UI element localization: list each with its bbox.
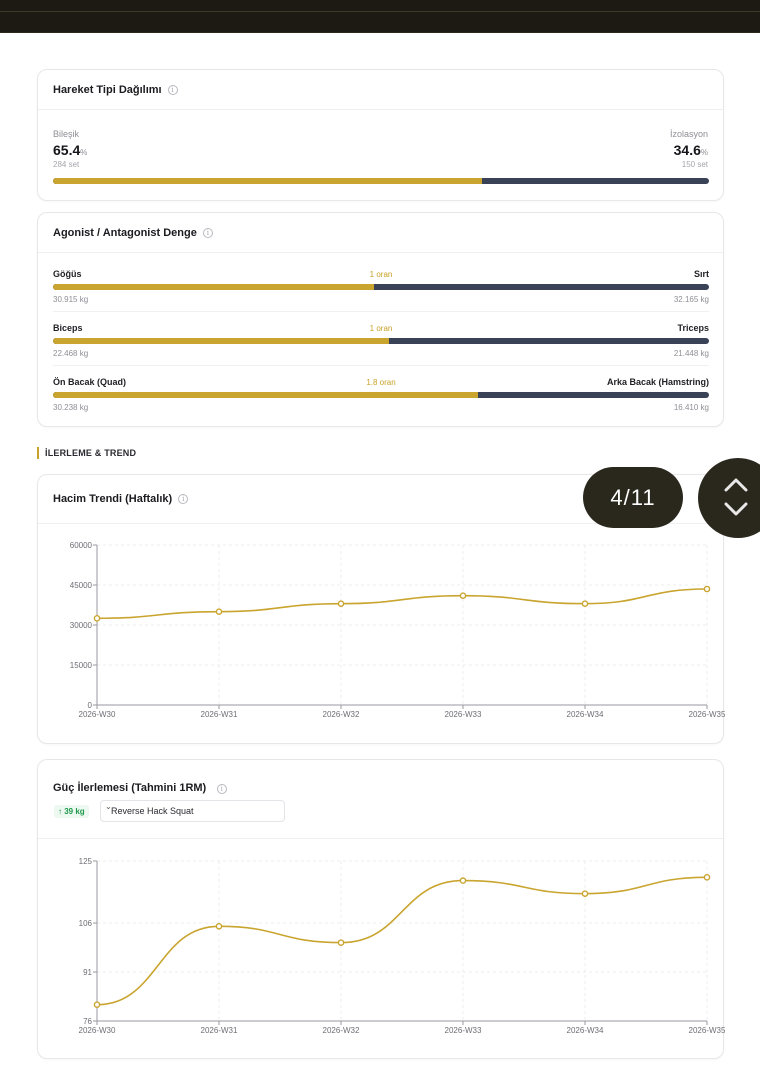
data-point [337,939,345,946]
x-tick-label: 2026-W31 [201,710,238,719]
data-point [581,890,589,897]
strength-progress-card: Güç İlerlemesi (Tahmini 1RM) i ↑ 39 kg ⌄… [37,759,725,1059]
movement-card-title: Hareket Tipi Dağılımı [53,83,162,96]
balance-right-label: Sırt [693,269,709,279]
data-point [459,592,467,599]
y-tick-label: 106 [79,919,93,928]
balance-left-label: Göğüs [53,269,82,279]
strength-card-header: Güç İlerlemesi (Tahmini 1RM) i [53,778,227,796]
balance-bar-fill [53,392,479,398]
x-tick-label: 2026-W34 [567,710,604,719]
data-point [337,600,345,607]
y-tick-label: 45000 [70,581,93,590]
x-tick-label: 2026-W30 [79,710,116,719]
data-point [215,608,223,615]
strength-card-title: Güç İlerlemesi (Tahmini 1RM) [53,782,207,794]
balance-left-kg: 22.468 kg [53,349,89,358]
x-tick-label: 2026-W30 [79,1026,116,1035]
balance-card-header: Agonist / Antagonist Denge i [38,213,723,253]
x-tick-label: 2026-W32 [323,710,360,719]
exercise-select[interactable]: ⌄ Reverse Hack Squat [100,800,285,822]
balance-right-kg: 16.410 kg [673,403,709,412]
x-tick-label: 2026-W32 [323,1026,360,1035]
x-tick-label: 2026-W31 [201,1026,238,1035]
data-point [93,615,101,622]
section-label-progress: İLERLEME & TREND [37,447,136,459]
movement-card-header: Hareket Tipi Dağılımı i [38,70,723,110]
data-point [215,923,223,930]
x-tick-label: 2026-W33 [445,710,482,719]
balance-row: Göğüs 1 oran Sırt 30.915 kg 32.165 kg [53,266,709,312]
balance-row: Biceps 1 oran Triceps 22.468 kg 21.448 k… [53,320,709,366]
info-icon[interactable]: i [216,784,227,794]
page-nav-button[interactable] [698,458,760,538]
balance-right-kg: 21.448 kg [673,349,709,358]
info-icon[interactable]: i [202,227,213,238]
isolation-block: İzolasyon 34.6% 150 set [670,129,708,169]
series-line [96,876,708,1006]
y-tick-label: 76 [83,1017,92,1026]
isolation-sets: 150 set [681,160,708,169]
y-tick-label: 30000 [70,621,93,630]
series-line [96,588,708,620]
x-tick-label: 2026-W34 [567,1026,604,1035]
isolation-value: 34.6% [673,142,708,158]
isolation-label: İzolasyon [669,129,708,139]
y-tick-label: 125 [79,857,93,866]
balance-bar [53,392,709,398]
x-tick-label: 2026-W35 [689,710,725,719]
top-app-bar [0,0,760,33]
data-point [459,877,467,884]
compound-value: 65.4% [53,142,88,158]
movement-type-card: Hareket Tipi Dağılımı i Bileşik 65.4% 28… [37,69,724,201]
compound-sets: 284 set [53,160,80,169]
y-tick-label: 15000 [70,661,93,670]
movement-split-fill [53,178,483,184]
balance-ratio: 1 oran [369,270,393,279]
strength-header-divider [38,838,723,839]
x-tick-label: 2026-W33 [445,1026,482,1035]
balance-left-label: Ön Bacak (Quad) [53,377,127,387]
balance-left-kg: 30.238 kg [53,403,89,412]
balance-ratio: 1 oran [369,324,393,333]
balance-ratio: 1.8 oran [366,378,396,387]
movement-split-bar [53,178,709,184]
chevron-down-icon: ⌄ [105,802,112,811]
balance-bar-fill [53,284,375,290]
balance-bar [53,338,709,344]
balance-right-kg: 32.165 kg [673,295,709,304]
data-point [703,874,711,881]
data-point [581,600,589,607]
info-icon[interactable]: i [178,494,189,504]
balance-right-label: Triceps [677,323,709,333]
exercise-select-value: Reverse Hack Squat [111,806,194,816]
volume-card-header: Hacim Trendi (Haftalık) i [38,475,723,524]
y-tick-label: 60000 [70,541,93,550]
compound-block: Bileşik 65.4% 284 set [53,129,87,169]
balance-card-title: Agonist / Antagonist Denge [53,226,197,239]
data-point [93,1001,101,1008]
y-tick-label: 0 [88,701,93,710]
balance-row: Ön Bacak (Quad) 1.8 oran Arka Bacak (Ham… [53,374,709,420]
x-tick-label: 2026-W35 [689,1026,725,1035]
data-point [703,585,711,593]
balance-left-label: Biceps [53,323,83,333]
balance-card: Agonist / Antagonist Denge i Göğüs 1 ora… [37,212,724,427]
balance-left-kg: 30.915 kg [53,295,89,304]
strength-delta-badge: ↑ 39 kg [54,805,89,818]
y-tick-label: 91 [83,968,92,977]
page-indicator[interactable]: 4/11 [583,467,683,528]
volume-card-title: Hacim Trendi (Haftalık) [53,493,173,505]
compound-label: Bileşik [53,129,80,139]
balance-bar-fill [53,338,389,344]
balance-right-label: Arka Bacak (Hamstring) [606,377,709,387]
info-icon[interactable]: i [167,84,178,95]
chevron-up-down-icon [724,478,748,516]
balance-bar [53,284,709,290]
